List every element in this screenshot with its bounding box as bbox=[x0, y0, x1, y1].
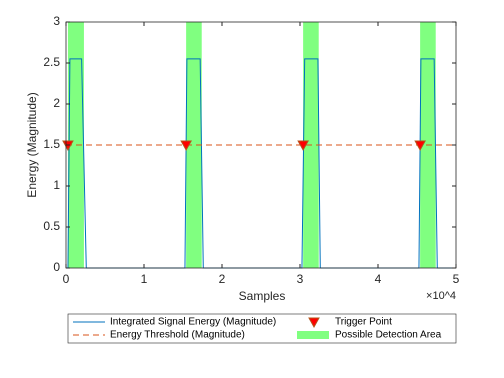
x-tick-label: 5 bbox=[453, 272, 460, 286]
trigger-point bbox=[180, 140, 192, 152]
x-tick-label: 3 bbox=[297, 272, 304, 286]
trigger-point bbox=[297, 140, 309, 152]
y-tick-label: 2.5 bbox=[43, 55, 60, 69]
series-line bbox=[66, 58, 456, 269]
legend-swatch bbox=[308, 317, 320, 329]
legend-label: Trigger Point bbox=[335, 317, 392, 328]
legend-label: Integrated Signal Energy (Magnitude) bbox=[110, 317, 276, 328]
detection-area bbox=[186, 22, 202, 268]
legend: Integrated Signal Energy (Magnitude) Ener… bbox=[67, 313, 457, 344]
detection-area bbox=[67, 22, 84, 268]
y-axis-label: Energy (Magnitude) bbox=[25, 92, 39, 197]
x-tick-label: 0 bbox=[63, 272, 70, 286]
x-tick-label: 2 bbox=[219, 272, 226, 286]
trigger-point bbox=[414, 140, 426, 152]
x-exponent: ×10^4 bbox=[426, 290, 456, 302]
y-tick-label: 1 bbox=[53, 178, 60, 192]
legend-swatch bbox=[297, 331, 329, 339]
y-tick-label: 0 bbox=[53, 260, 60, 274]
y-tick-label: 2 bbox=[53, 96, 60, 110]
x-tick-label: 4 bbox=[375, 272, 382, 286]
legend-label: Energy Threshold (Magnitude) bbox=[110, 330, 245, 341]
legend-box bbox=[67, 313, 457, 344]
x-axis-label: Samples bbox=[239, 289, 286, 303]
y-tick-label: 3 bbox=[53, 14, 60, 28]
x-tick-label: 1 bbox=[141, 272, 148, 286]
legend-label: Possible Detection Area bbox=[335, 330, 442, 341]
y-tick-label: 1.5 bbox=[43, 137, 60, 151]
y-tick-label: 0.5 bbox=[43, 219, 60, 233]
